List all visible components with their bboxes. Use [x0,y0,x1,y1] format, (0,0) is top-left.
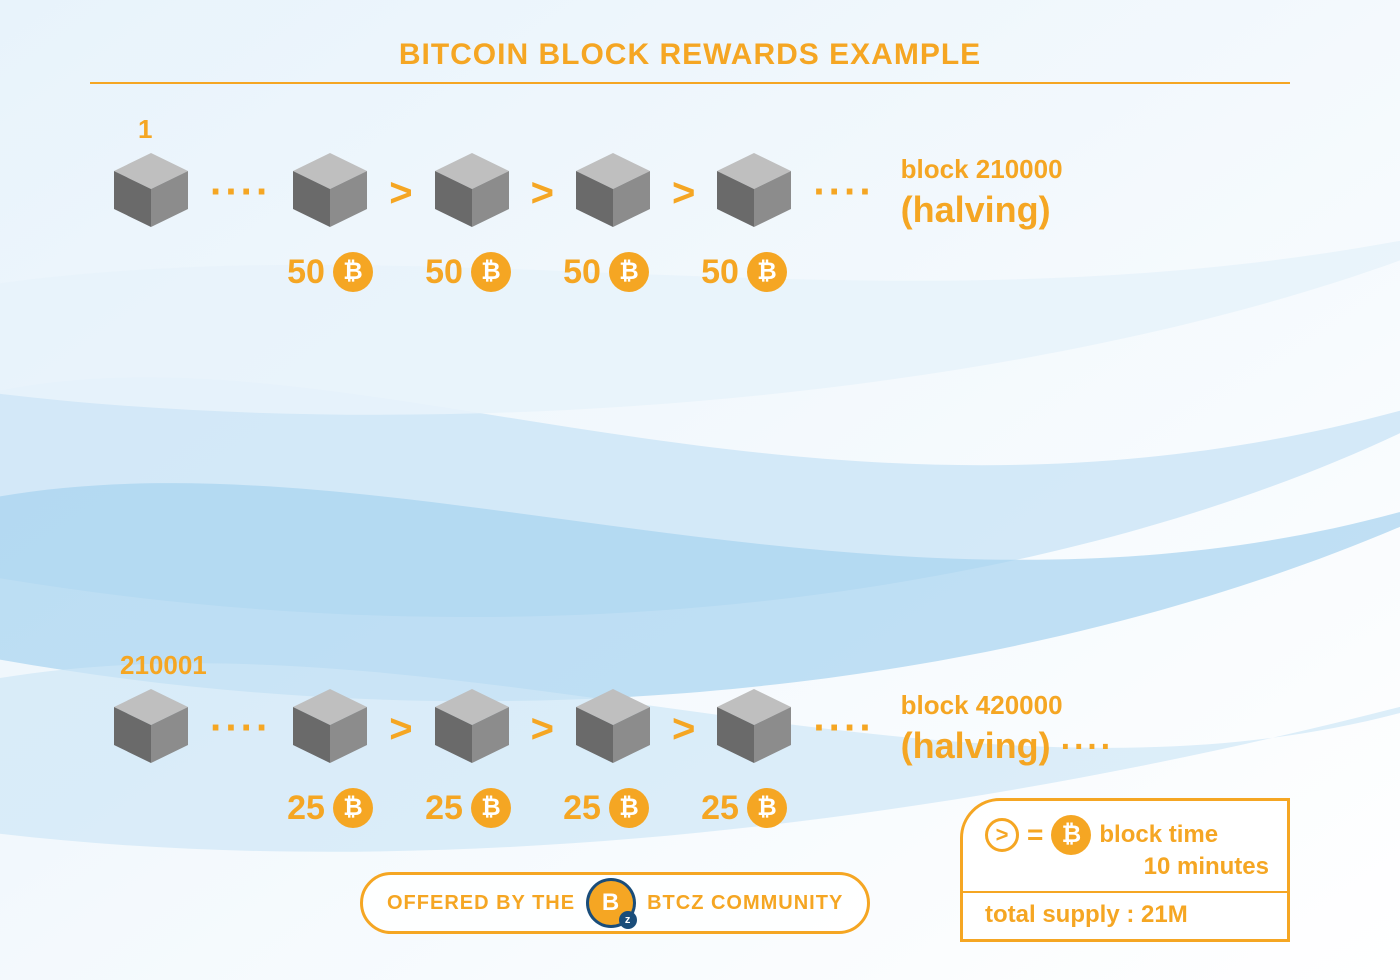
chevron-right-icon: > [389,173,412,213]
row-end-label: block 420000 (halving) ···· [901,690,1114,767]
block-cube [431,151,513,234]
row-end-line1: block 210000 [901,154,1063,185]
cube-icon [431,151,513,229]
block-cube [713,687,795,770]
cube-icon [289,687,371,765]
block-reward: 25 ₿ [408,788,528,828]
bitcoin-icon: ₿ [333,252,373,292]
cube-icon [431,687,513,765]
btcz-coin-icon: B z [589,881,633,925]
bitcoin-icon: ₿ [747,252,787,292]
chevron-right-icon: > [672,173,695,213]
legend-divider [963,891,1287,893]
legend-total-supply: total supply : 21M [985,901,1269,929]
bitcoin-icon: ₿ [1051,815,1091,855]
block-cube [289,151,371,234]
block-reward: 25 ₿ [684,788,804,828]
footer-z-badge: z [619,911,637,929]
footer-left: OFFERED BY THE [387,892,575,915]
reward-value: 50 [287,253,325,292]
title-text: BITCOIN BLOCK REWARDS EXAMPLE [399,38,981,71]
row1-rewards: 50 ₿ 50 ₿ 50 ₿ 50 ₿ [110,252,1270,292]
cube-icon [289,151,371,229]
chevron-right-icon: > [531,709,554,749]
block-cube [713,151,795,234]
row-end-label: block 210000 (halving) [901,154,1063,231]
bitcoin-icon: ₿ [471,252,511,292]
cube-icon [110,687,192,765]
row-end-line2: (halving) ···· [901,725,1114,767]
bitcoin-icon: ₿ [609,252,649,292]
chevron-right-icon: > [672,709,695,749]
ellipsis-icon: ···· [813,170,874,215]
reward-value: 25 [701,789,739,828]
block-reward: 50 ₿ [546,252,666,292]
row1-chain: ···· > > > ···· block 210000 (halving) [110,151,1270,234]
infographic-card: BITCOIN BLOCK REWARDS EXAMPLE 1 ···· > >… [50,20,1330,960]
legend-block-time-value: 10 minutes [985,853,1269,881]
legend-box: > = ₿ block time 10 minutes total supply… [960,798,1290,942]
cube-icon [572,687,654,765]
reward-value: 25 [287,789,325,828]
bitcoin-icon: ₿ [471,788,511,828]
block-reward: 50 ₿ [408,252,528,292]
legend-gt-icon: > [985,818,1019,852]
block-row-1: 1 ···· > > > ···· block 210000 (halving)… [50,94,1330,292]
row2-chain: ···· > > > ···· block 420000 (halving) ·… [110,687,1270,770]
cube-icon [713,687,795,765]
block-cube [572,687,654,770]
cube-icon [572,151,654,229]
block-cube [289,687,371,770]
page-title: BITCOIN BLOCK REWARDS EXAMPLE [90,20,1290,84]
block-reward: 25 ₿ [270,788,390,828]
row2-start-label: 210001 [110,650,1270,681]
block-cube [572,151,654,234]
legend-block-time: > = ₿ block time [985,815,1269,855]
cube-icon [713,151,795,229]
reward-value: 25 [563,789,601,828]
chevron-right-icon: > [531,173,554,213]
cube-icon [110,151,192,229]
reward-value: 50 [563,253,601,292]
bitcoin-icon: ₿ [609,788,649,828]
footer-right: BTCZ COMMUNITY [647,892,843,915]
bitcoin-icon: ₿ [747,788,787,828]
ellipsis-icon: ···· [210,706,271,751]
footer-coin-letter: B [602,889,620,917]
row-end-line1: block 420000 [901,690,1114,721]
block-reward: 50 ₿ [684,252,804,292]
ellipsis-icon: ···· [813,706,874,751]
block-cube [431,687,513,770]
row1-start-label: 1 [110,114,1270,145]
footer-credit: OFFERED BY THE B z BTCZ COMMUNITY [360,872,870,934]
block-reward: 25 ₿ [546,788,666,828]
legend-block-time-label: block time [1099,821,1218,849]
bitcoin-icon: ₿ [333,788,373,828]
reward-value: 25 [425,789,463,828]
legend-eq: = [1027,819,1043,851]
row-end-line2: (halving) [901,189,1063,231]
block-cube [110,151,192,234]
block-reward: 50 ₿ [270,252,390,292]
reward-value: 50 [701,253,739,292]
ellipsis-icon: ···· [210,170,271,215]
chevron-right-icon: > [389,709,412,749]
reward-value: 50 [425,253,463,292]
block-cube [110,687,192,770]
